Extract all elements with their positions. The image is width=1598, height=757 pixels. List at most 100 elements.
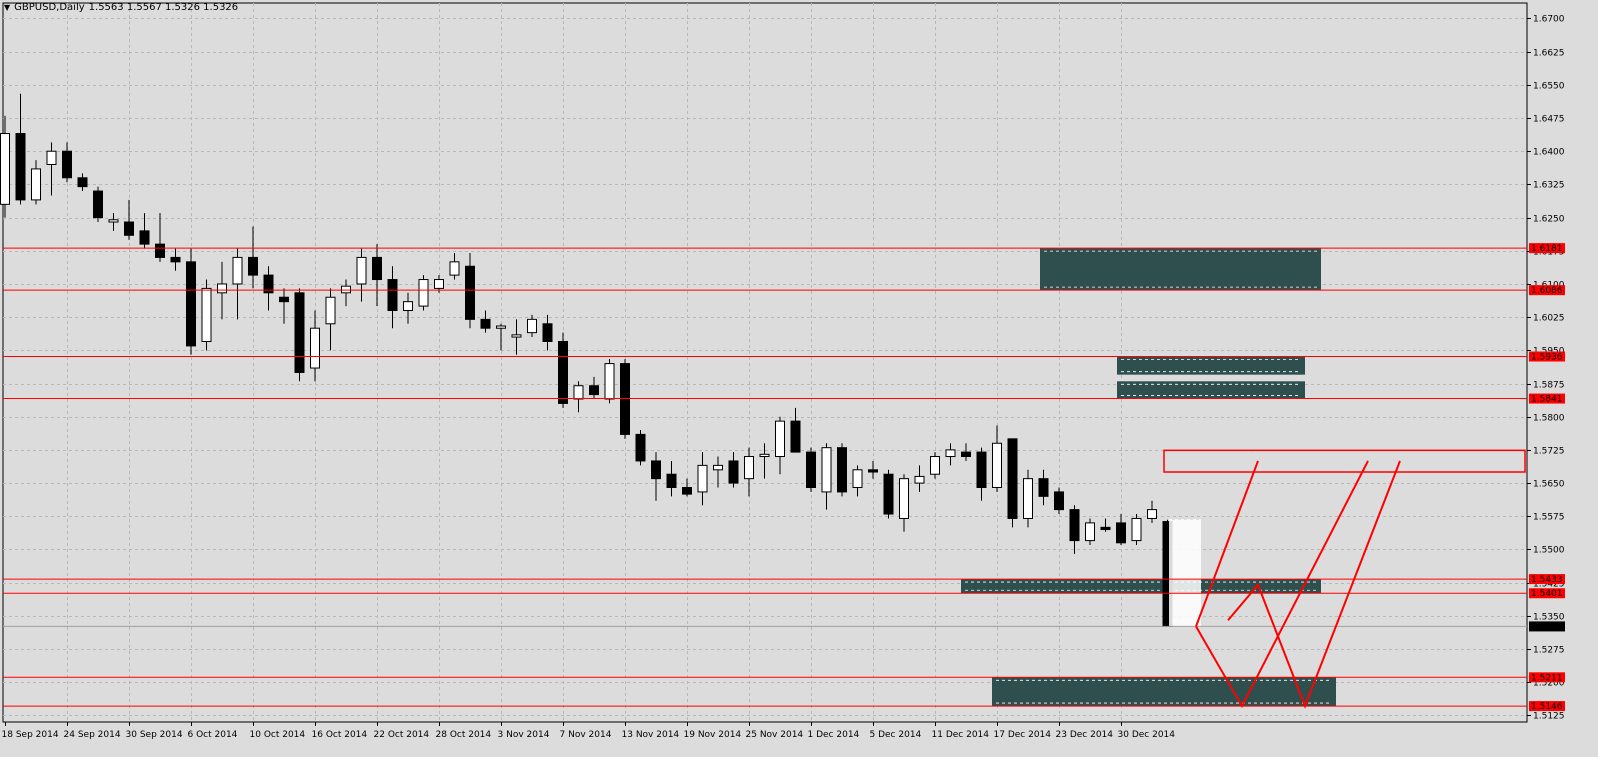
bull-candle xyxy=(527,318,537,334)
bear-candle xyxy=(868,469,878,473)
forecast-projection-line xyxy=(1227,460,1401,709)
y-tick-label: 1.6550 xyxy=(1533,82,1565,92)
x-tick-label: 13 Nov 2014 xyxy=(622,730,680,740)
bull-candle xyxy=(434,279,444,289)
bull-candle xyxy=(31,168,41,201)
y-tick-label: 1.6250 xyxy=(1533,215,1565,225)
price-level-label: 1.5146 xyxy=(1531,702,1563,712)
price-level-tag xyxy=(1529,351,1565,362)
x-tick-label: 23 Dec 2014 xyxy=(1056,730,1114,740)
bear-candle xyxy=(294,292,305,373)
y-tick-label: 1.5950 xyxy=(1533,347,1565,357)
bear-candle xyxy=(155,243,165,258)
bull-candle xyxy=(759,453,770,458)
bull-candle xyxy=(232,256,243,285)
bull-candle xyxy=(403,301,413,312)
x-tick-label: 7 Nov 2014 xyxy=(560,730,612,740)
target-zone-box xyxy=(1163,449,1526,473)
chart-title-bar: ▼ GBPUSD,Daily 1.5563 1.5567 1.5326 1.53… xyxy=(4,2,238,13)
bull-candle xyxy=(0,133,10,205)
bear-candle xyxy=(248,256,258,276)
bear-candle xyxy=(728,460,739,484)
bear-candle xyxy=(1069,509,1080,542)
bear-candle xyxy=(124,221,134,236)
x-tick-label: 6 Oct 2014 xyxy=(188,730,238,740)
y-tick-label: 1.5275 xyxy=(1533,646,1565,656)
bear-candle xyxy=(77,177,88,188)
bull-candle xyxy=(1023,478,1033,519)
current-price-tag xyxy=(1529,621,1565,632)
bear-candle xyxy=(279,296,289,303)
bear-candle xyxy=(682,486,692,495)
bear-candle xyxy=(480,318,491,329)
y-tick-label: 1.5800 xyxy=(1533,414,1565,424)
x-tick-label: 17 Dec 2014 xyxy=(994,730,1052,740)
bear-candle xyxy=(139,230,150,245)
bull-candle xyxy=(310,327,320,369)
bear-candle xyxy=(883,473,894,515)
forecast-projection-line xyxy=(1195,460,1369,709)
y-tick-label: 1.5650 xyxy=(1533,480,1565,490)
bull-candle xyxy=(511,334,522,338)
bull-candle xyxy=(930,456,940,475)
y-tick-label: 1.6025 xyxy=(1533,314,1565,324)
x-tick-label: 10 Oct 2014 xyxy=(250,730,306,740)
bull-candle xyxy=(573,385,584,400)
y-tick-label: 1.5350 xyxy=(1533,613,1565,623)
bull-candle xyxy=(108,219,119,223)
collapse-triangle-icon[interactable]: ▼ xyxy=(4,3,11,12)
bear-candle xyxy=(542,323,553,342)
bear-candle xyxy=(635,433,646,462)
y-tick-label: 1.6475 xyxy=(1533,115,1565,125)
bull-candle xyxy=(341,285,351,294)
plot-frame xyxy=(2,2,1528,723)
ohlc-readout: 1.5563 1.5567 1.5326 1.5326 xyxy=(88,2,239,13)
bear-candle xyxy=(589,385,599,396)
x-tick-label: 22 Oct 2014 xyxy=(374,730,430,740)
bear-candle xyxy=(837,447,847,493)
y-tick-label: 1.5500 xyxy=(1533,546,1565,556)
bull-candle xyxy=(604,363,615,400)
x-tick-label: 3 Nov 2014 xyxy=(498,730,550,740)
bear-candle xyxy=(790,420,801,453)
x-tick-label: 24 Sep 2014 xyxy=(64,730,121,740)
price-level-label: 1.6181 xyxy=(1531,244,1563,254)
bull-candle xyxy=(914,475,925,484)
price-level-label: 1.5936 xyxy=(1531,353,1563,363)
bear-candle xyxy=(62,150,72,179)
y-tick-label: 1.5575 xyxy=(1533,513,1565,523)
supply-demand-zone xyxy=(1040,248,1321,291)
bear-candle xyxy=(1038,478,1049,497)
y-tick-label: 1.5725 xyxy=(1533,447,1565,457)
price-level-tag xyxy=(1529,574,1565,585)
bear-candle xyxy=(961,451,971,458)
price-level-label: 1.5841 xyxy=(1531,395,1563,405)
price-level-tag xyxy=(1529,672,1565,683)
bear-candle xyxy=(666,473,677,488)
y-tick-label: 1.6625 xyxy=(1533,49,1565,59)
supply-demand-zone xyxy=(1117,381,1305,399)
bull-candle xyxy=(697,464,708,493)
forecast-projection-line xyxy=(1195,460,1259,627)
bear-candle xyxy=(465,265,475,320)
bear-candle xyxy=(170,256,181,263)
bull-candle xyxy=(775,420,785,458)
bear-candle xyxy=(1116,522,1126,544)
price-level-tag xyxy=(1529,588,1565,599)
symbol-title: GBPUSD,Daily xyxy=(14,2,85,13)
bear-candle xyxy=(558,340,568,404)
y-tick-label: 1.6400 xyxy=(1533,148,1565,158)
bull-candle xyxy=(1147,509,1157,519)
x-tick-label: 28 Oct 2014 xyxy=(436,730,492,740)
bull-candle xyxy=(899,478,909,519)
bear-candle xyxy=(1054,491,1064,511)
bear-candle xyxy=(976,451,987,488)
y-tick-label: 1.6700 xyxy=(1533,15,1565,25)
bull-candle xyxy=(496,325,506,329)
bull-candle xyxy=(418,279,429,307)
forecast-candle-box xyxy=(1169,519,1201,627)
y-tick-label: 1.5125 xyxy=(1533,712,1565,722)
supply-demand-zone xyxy=(961,579,1321,594)
bull-candle xyxy=(1131,517,1142,542)
